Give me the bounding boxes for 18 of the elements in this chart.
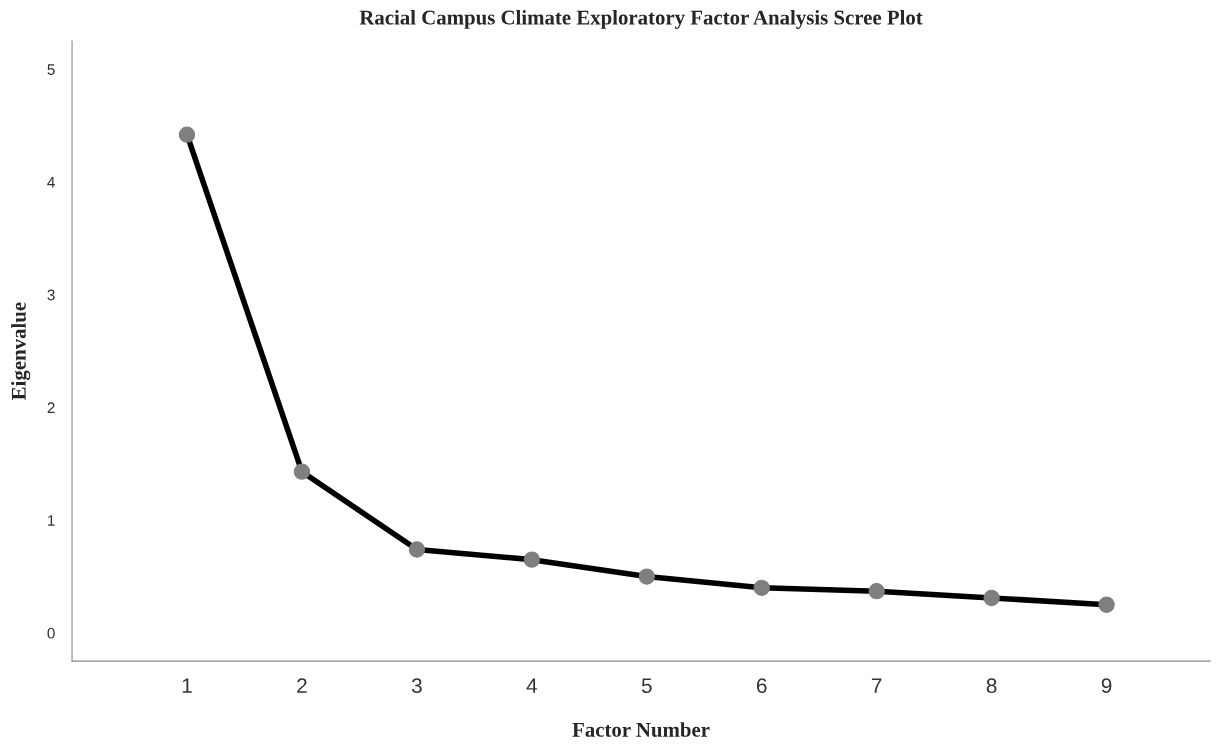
y-tick-label: 4 xyxy=(47,177,55,188)
y-tick-label: 5 xyxy=(47,64,55,75)
x-axis-title: Factor Number xyxy=(572,722,710,737)
y-tick-label: 1 xyxy=(48,515,55,526)
y-tick-label: 3 xyxy=(47,289,55,301)
x-tick-label: 1 xyxy=(182,678,192,693)
x-tick-label: 6 xyxy=(756,678,767,694)
y-axis-title: Eigenvalue xyxy=(11,302,31,400)
x-tick-label: 9 xyxy=(1101,678,1112,694)
x-tick-label: 3 xyxy=(411,678,422,694)
x-tick-label: 5 xyxy=(641,678,652,694)
x-tick-label: 8 xyxy=(986,678,997,694)
x-tick-label: 2 xyxy=(297,678,307,693)
x-tick-label: 7 xyxy=(871,678,882,693)
x-tick-label: 4 xyxy=(526,678,538,693)
chart-title: Racial Campus Climate Exploratory Factor Analysis Scree Plot xyxy=(359,9,923,29)
y-tick-label: 2 xyxy=(47,402,55,413)
y-tick-label: 0 xyxy=(47,627,55,639)
